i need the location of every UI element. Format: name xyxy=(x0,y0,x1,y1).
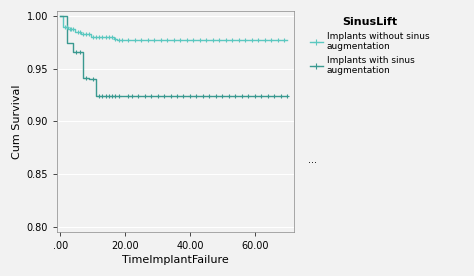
Legend: Implants without sinus
augmentation, Implants with sinus
augmentation: Implants without sinus augmentation, Imp… xyxy=(308,15,431,77)
Y-axis label: Cum Survival: Cum Survival xyxy=(12,84,22,159)
Text: ...: ... xyxy=(308,155,317,164)
X-axis label: TimeImplantFailure: TimeImplantFailure xyxy=(122,255,229,265)
